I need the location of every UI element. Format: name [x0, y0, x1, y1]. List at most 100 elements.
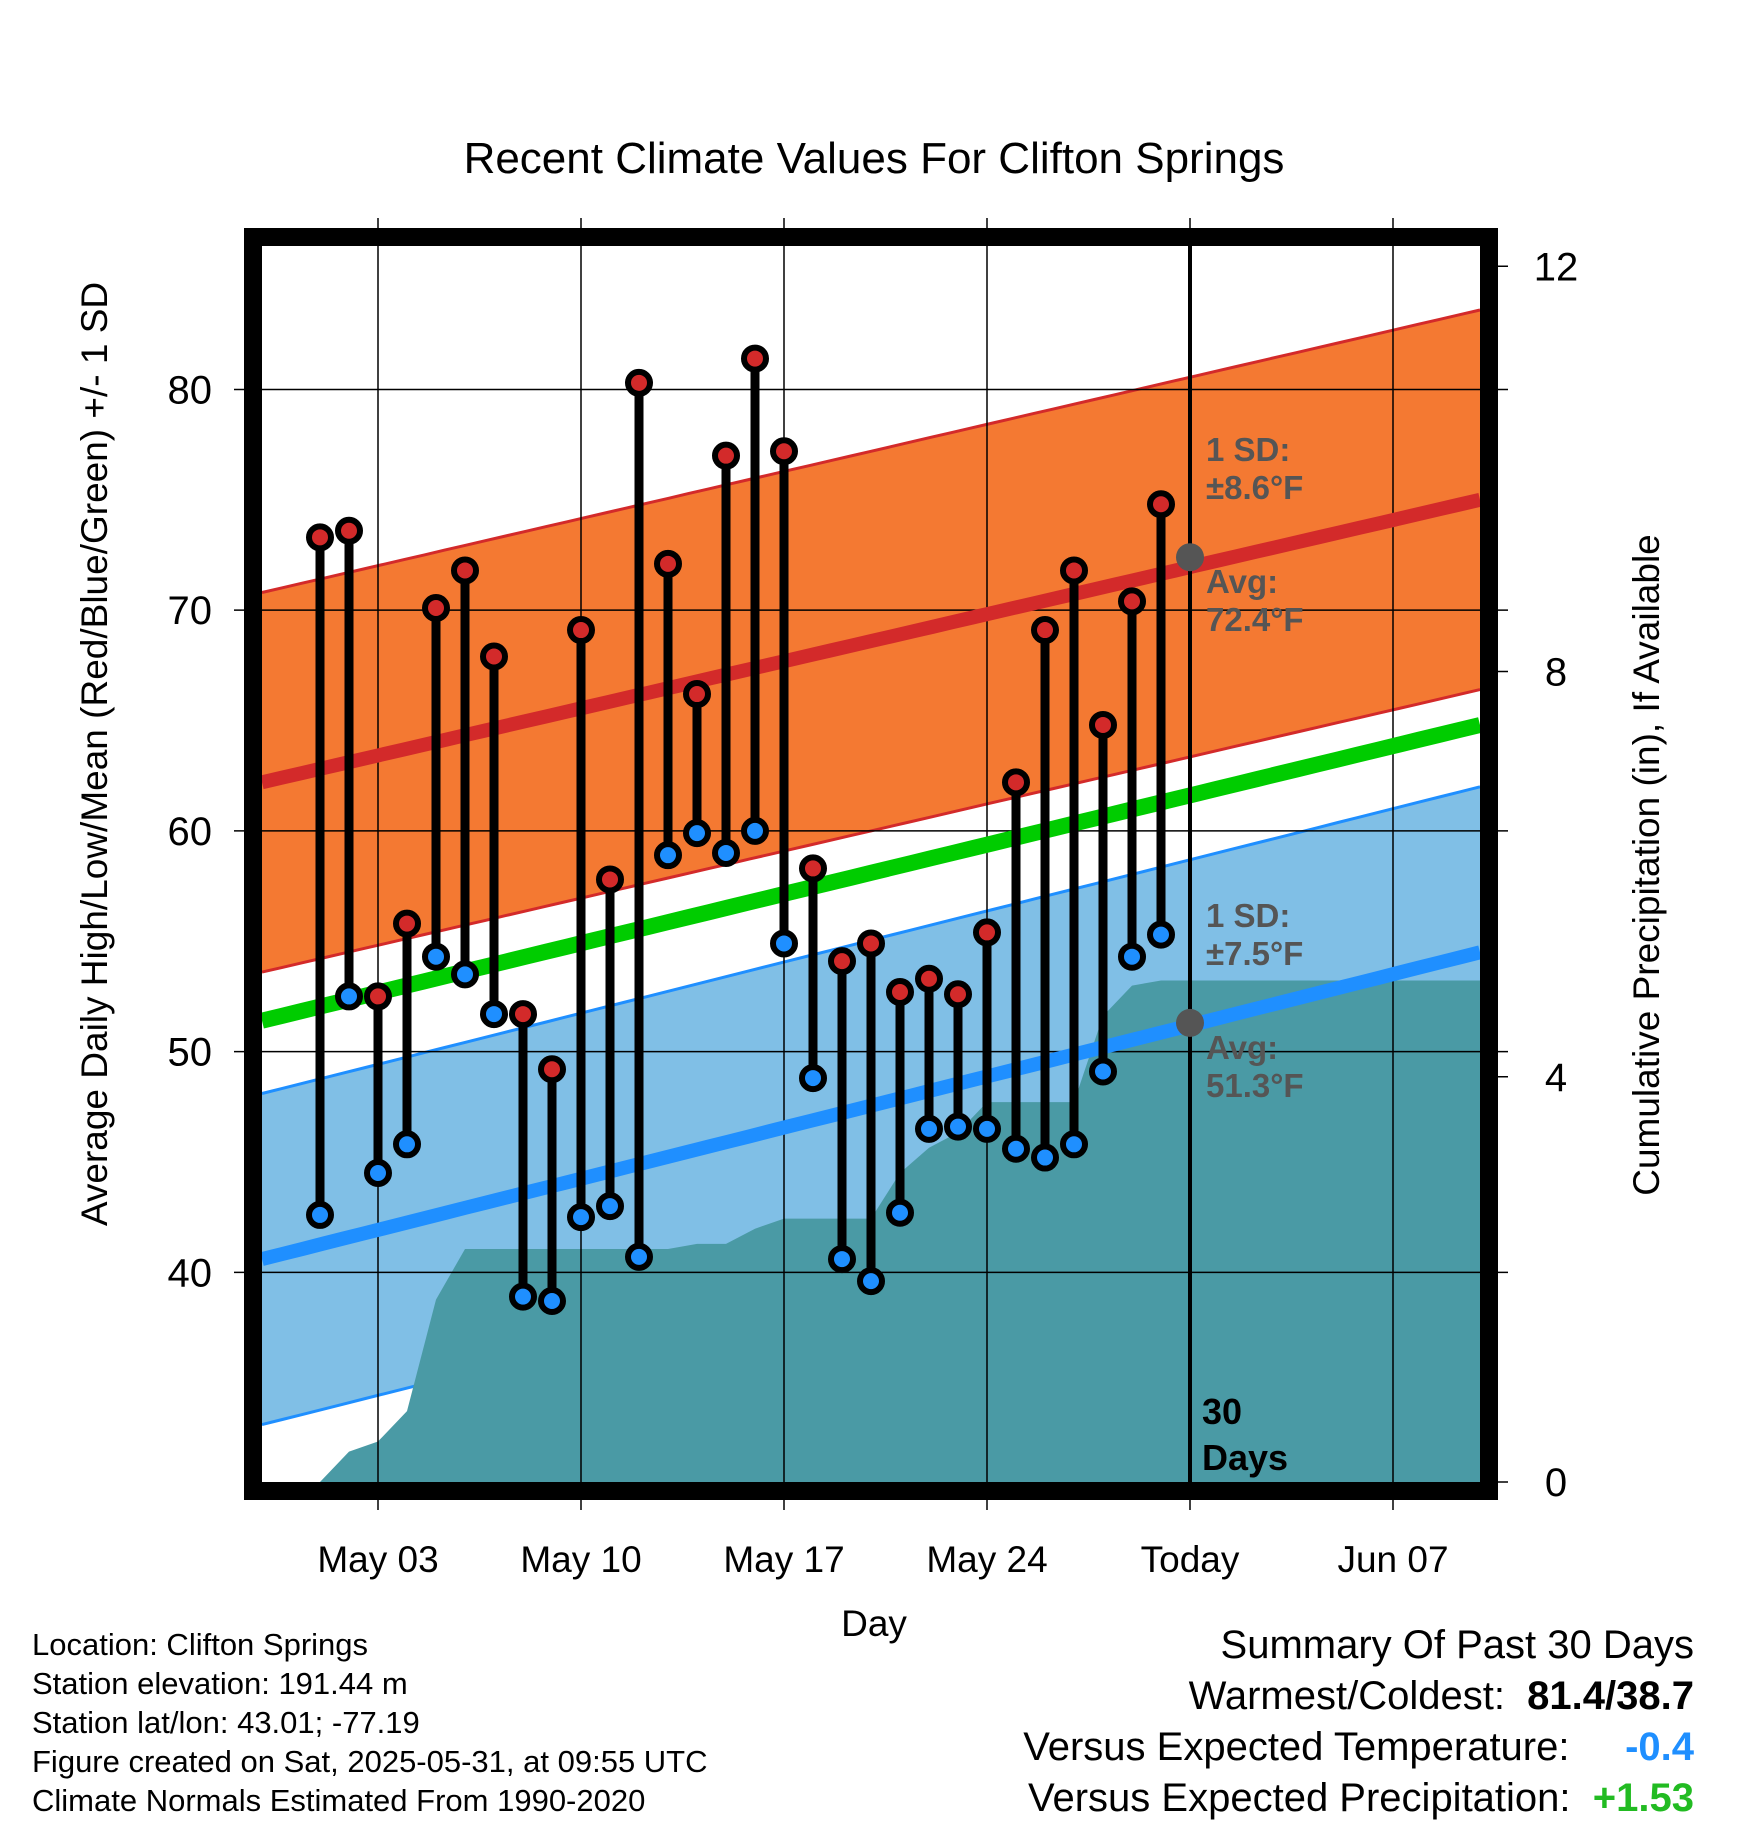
days-annotation: Days [1202, 1437, 1288, 1478]
y2-tick-label: 12 [1534, 245, 1579, 289]
temp-row: Versus Expected Temperature: -0.4 [1023, 1722, 1694, 1773]
high-point [799, 854, 827, 883]
y2-tick-label: 0 [1545, 1461, 1567, 1505]
high-avg-annotation: 72.4°F [1206, 601, 1304, 638]
low-point [1002, 1134, 1030, 1163]
high-point [828, 947, 856, 976]
low-point [509, 1282, 537, 1311]
low-point [625, 1242, 653, 1271]
low-avg-marker [1176, 1008, 1204, 1037]
low-point [567, 1203, 595, 1232]
low-point [1031, 1143, 1059, 1172]
x-tick-label: Jun 07 [1337, 1539, 1448, 1580]
low-point [306, 1200, 334, 1229]
high-avg-marker [1176, 543, 1204, 572]
low-point [596, 1192, 624, 1221]
precip-row: Versus Expected Precipitation: +1.53 [1023, 1773, 1694, 1824]
low-point [654, 841, 682, 870]
high-point [654, 549, 682, 578]
y2-axis-label: Cumulative Precipitation (in), If Availa… [1626, 534, 1667, 1196]
days-annotation: 30 [1202, 1391, 1242, 1432]
high-point [683, 680, 711, 709]
warm-cold-row: Warmest/Coldest: 81.4/38.7 [1023, 1671, 1694, 1722]
summary-title: Summary Of Past 30 Days [1220, 1623, 1694, 1667]
high-point [451, 556, 479, 585]
high-avg-annotation: Avg: [1206, 563, 1278, 600]
high-point [393, 909, 421, 938]
low-avg-annotation: Avg: [1206, 1029, 1278, 1066]
high-point [538, 1055, 566, 1084]
high-point [770, 437, 798, 466]
y-tick-label: 60 [168, 810, 213, 854]
precip-label: Versus Expected Precipitation: [1028, 1776, 1571, 1820]
temp-label: Versus Expected Temperature: [1023, 1725, 1570, 1769]
high-point [306, 523, 334, 552]
warm-cold-label: Warmest/Coldest: [1188, 1674, 1505, 1718]
y-axis-label: Average Daily High/Low/Mean (Red/Blue/Gr… [74, 282, 115, 1226]
low-point [1060, 1130, 1088, 1159]
low-point [712, 838, 740, 867]
warm-cold-value: 81.4/38.7 [1527, 1674, 1694, 1718]
y-tick-label: 40 [168, 1251, 213, 1295]
high-point [596, 865, 624, 894]
low-point [857, 1267, 885, 1296]
low-point [886, 1198, 914, 1227]
x-axis-label: Day [841, 1603, 907, 1644]
high-point [625, 368, 653, 397]
high-point [1031, 616, 1059, 645]
x-tick-label: May 03 [317, 1539, 438, 1580]
low-point [335, 982, 363, 1011]
low-point [683, 819, 711, 848]
plot-area: 40 50 60 70 80 0 4 8 12 May 03 May 10 May 17 May 24 T… [168, 218, 1579, 1580]
x-tick-label: May 17 [723, 1539, 844, 1580]
temp-value: -0.4 [1625, 1725, 1694, 1769]
low-point [480, 1000, 508, 1029]
y-tick-label: 50 [168, 1031, 213, 1075]
low-point [1089, 1057, 1117, 1086]
normals-text: Climate Normals Estimated From 1990-2020 [32, 1783, 646, 1818]
low-point [915, 1114, 943, 1143]
plot-frame [244, 228, 1498, 1500]
high-point [857, 929, 885, 958]
high-point [973, 918, 1001, 947]
high-point [915, 964, 943, 993]
high-point [1118, 587, 1146, 616]
high-point [335, 516, 363, 545]
x-tick-label: Today [1141, 1539, 1240, 1580]
high-point [1089, 710, 1117, 739]
x-tick-label: May 24 [926, 1539, 1047, 1580]
high-point [886, 978, 914, 1007]
low-point [364, 1159, 392, 1187]
high-point [741, 344, 769, 373]
low-point [1118, 942, 1146, 971]
location-text: Location: Clifton Springs [32, 1627, 369, 1662]
y-tick-label: 80 [168, 368, 213, 412]
high-point [509, 1000, 537, 1029]
station-info: Location: Clifton Springs Station elevat… [32, 1625, 708, 1820]
low-point [770, 929, 798, 958]
low-point [538, 1287, 566, 1316]
high-band-upper-edge [261, 308, 1481, 594]
high-point [944, 980, 972, 1009]
high-point [480, 642, 508, 671]
high-sd-annotation: ±8.6°F [1206, 469, 1303, 506]
high-point [422, 593, 450, 622]
low-point [393, 1130, 421, 1159]
precip-value: +1.53 [1592, 1776, 1694, 1820]
low-point [1147, 920, 1175, 949]
y2-tick-label: 8 [1545, 651, 1567, 695]
high-point [1147, 490, 1175, 519]
low-avg-annotation: 51.3°F [1206, 1067, 1304, 1104]
created-text: Figure created on Sat, 2025-05-31, at 09… [32, 1744, 708, 1779]
low-point [422, 942, 450, 971]
high-point [567, 616, 595, 645]
chart-title: Recent Climate Values For Clifton Spring… [464, 134, 1285, 183]
low-point [799, 1064, 827, 1093]
low-sd-annotation: ±7.5°F [1206, 935, 1303, 972]
low-point [944, 1112, 972, 1141]
low-point [451, 960, 479, 989]
high-point [364, 982, 392, 1011]
high-point [712, 441, 740, 470]
high-point [1060, 556, 1088, 585]
